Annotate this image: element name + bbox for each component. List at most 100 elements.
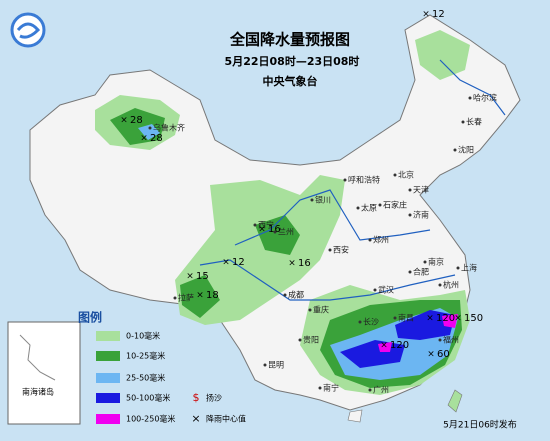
center-mark: × bbox=[222, 258, 230, 268]
city-label: 上海 bbox=[461, 263, 477, 273]
footer: 5月21日06时发布 bbox=[443, 419, 517, 431]
legend-swatch bbox=[96, 331, 120, 341]
center-value: 60 bbox=[437, 349, 450, 360]
legend-swatch bbox=[96, 414, 120, 424]
time-range: 5月22日08时—23日08时 bbox=[225, 54, 360, 68]
rain-area bbox=[180, 275, 220, 318]
city-label: 长沙 bbox=[363, 317, 379, 327]
city-label: 长春 bbox=[466, 117, 482, 127]
city-label: 沈阳 bbox=[458, 145, 474, 155]
center-value: 28 bbox=[130, 115, 143, 126]
river bbox=[199, 259, 456, 301]
city-dot bbox=[308, 308, 312, 312]
city-dot bbox=[298, 338, 302, 342]
center-value: 150 bbox=[464, 313, 483, 324]
center-mark: × bbox=[140, 134, 148, 144]
center-value: 16 bbox=[298, 258, 311, 269]
legend-symbol-label: 扬沙 bbox=[206, 393, 222, 403]
legend-label: 10-25毫米 bbox=[126, 351, 165, 361]
center-mark: × bbox=[186, 272, 194, 282]
city-dot bbox=[173, 296, 177, 300]
city-label: 南宁 bbox=[323, 383, 339, 393]
legend-title: 图例 bbox=[78, 310, 102, 325]
city-dot bbox=[423, 260, 427, 264]
center-mark: × bbox=[454, 314, 462, 324]
rain-area bbox=[442, 314, 458, 328]
city-dot bbox=[373, 288, 377, 292]
city-dot bbox=[328, 248, 332, 252]
city-dot bbox=[343, 178, 347, 182]
city-dot bbox=[378, 203, 382, 207]
legend-swatch bbox=[96, 373, 120, 383]
center-value: 12 bbox=[432, 9, 445, 20]
city-dot bbox=[393, 316, 397, 320]
city-dot bbox=[310, 198, 314, 202]
rain-area bbox=[255, 215, 300, 255]
rain-area bbox=[175, 175, 345, 325]
legend-label: 100-250毫米 bbox=[126, 414, 175, 424]
city-dot bbox=[368, 388, 372, 392]
city-label: 呼和浩特 bbox=[348, 175, 380, 185]
legend-label: 50-100毫米 bbox=[126, 393, 170, 403]
city-dot bbox=[273, 230, 277, 234]
city-label: 太原 bbox=[361, 203, 377, 213]
rain-area bbox=[138, 124, 160, 140]
city-dot bbox=[408, 213, 412, 217]
rain-area bbox=[378, 342, 392, 352]
city-label: 武汉 bbox=[378, 285, 394, 295]
city-label: 拉萨 bbox=[178, 293, 194, 303]
city-label: 西安 bbox=[333, 245, 349, 255]
inset-coast bbox=[19, 334, 56, 381]
city-label: 哈尔滨 bbox=[473, 93, 497, 103]
legend-symbol: $ bbox=[193, 391, 200, 404]
city-dot bbox=[468, 96, 472, 100]
city-label: 济南 bbox=[413, 210, 429, 220]
river bbox=[234, 189, 431, 246]
issuer: 中央气象台 bbox=[263, 74, 318, 88]
legend-label: 25-50毫米 bbox=[126, 373, 165, 383]
rain-area bbox=[415, 30, 470, 80]
city-dot bbox=[456, 266, 460, 270]
title: 全国降水量预报图 bbox=[229, 31, 350, 49]
city-label: 兰州 bbox=[278, 227, 294, 237]
city-dot bbox=[356, 206, 360, 210]
rivers bbox=[199, 59, 506, 301]
city-label: 北京 bbox=[398, 170, 414, 180]
inset-box bbox=[7, 321, 81, 425]
legend-swatch bbox=[96, 351, 120, 361]
city-dot bbox=[148, 126, 152, 130]
center-mark: × bbox=[426, 314, 434, 324]
city-label: 银川 bbox=[315, 195, 331, 205]
city-dot bbox=[438, 283, 442, 287]
city-label: 福州 bbox=[443, 336, 459, 345]
city-label: 南京 bbox=[428, 257, 444, 267]
taiwan bbox=[447, 389, 463, 413]
legend-symbol-label: 降雨中心值 bbox=[206, 414, 246, 424]
rain-areas bbox=[95, 30, 470, 395]
city-dot bbox=[318, 386, 322, 390]
city-label: 重庆 bbox=[313, 305, 329, 315]
center-mark: × bbox=[196, 291, 204, 301]
city-dot bbox=[368, 238, 372, 242]
city-label: 合肥 bbox=[413, 267, 429, 277]
city-dot bbox=[263, 363, 267, 367]
river bbox=[439, 59, 506, 116]
city-dot bbox=[408, 188, 412, 192]
legend-symbol: × bbox=[191, 412, 200, 425]
city-label: 乌鲁木齐 bbox=[153, 123, 185, 133]
center-value: 120 bbox=[390, 340, 409, 351]
city-dot bbox=[461, 120, 465, 124]
city-dot bbox=[393, 173, 397, 177]
logo bbox=[10, 12, 46, 48]
city-label: 贵阳 bbox=[303, 335, 319, 345]
city-label: 广州 bbox=[373, 385, 389, 395]
city-label: 昆明 bbox=[268, 361, 284, 370]
city-dot bbox=[358, 320, 362, 324]
city-dot bbox=[453, 148, 457, 152]
center-mark: × bbox=[380, 341, 388, 351]
city-label: 南昌 bbox=[398, 313, 414, 323]
city-label: 杭州 bbox=[443, 280, 459, 290]
city-label: 石家庄 bbox=[383, 200, 407, 210]
legend-swatch bbox=[96, 393, 120, 403]
center-value: 15 bbox=[196, 271, 209, 282]
